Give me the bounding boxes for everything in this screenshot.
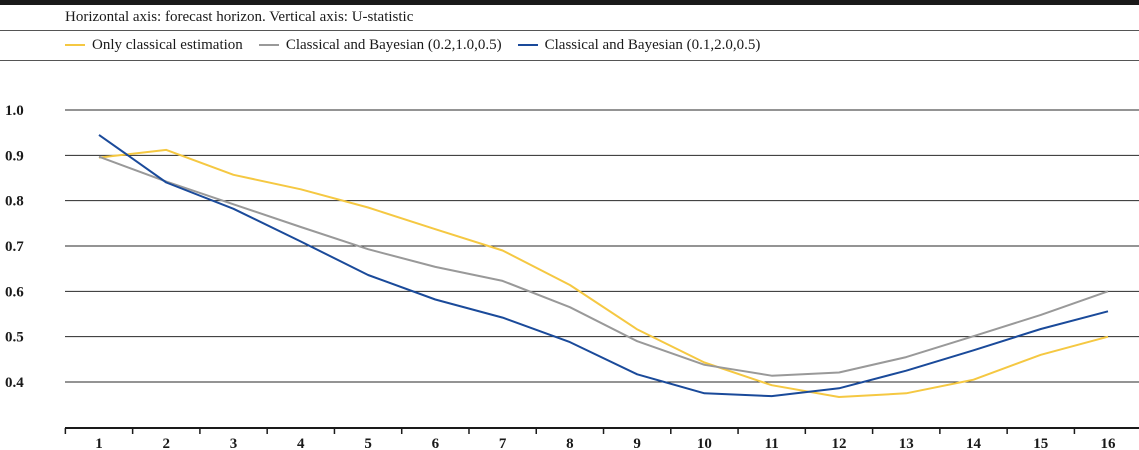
top-rule xyxy=(0,0,1139,5)
legend-label-bayesian-a: Classical and Bayesian (0.2,1.0,0.5) xyxy=(285,36,502,53)
legend-item-bayesian-a: Classical and Bayesian (0.2,1.0,0.5) xyxy=(258,36,502,54)
x-tick-label: 11 xyxy=(765,436,779,450)
caption-divider xyxy=(0,30,1139,31)
x-tick-label: 4 xyxy=(297,436,305,450)
y-tick-label: 0.6 xyxy=(5,284,24,300)
legend-item-classical: Only classical estimation xyxy=(65,37,243,54)
x-tick-label: 1 xyxy=(95,436,103,450)
x-tick-label: 13 xyxy=(899,436,914,450)
legend-swatch-bayesian-b xyxy=(517,44,538,46)
legend-label-bayesian-b: Classical and Bayesian (0.1,2.0,0.5) xyxy=(544,36,761,53)
y-tick-label: 1.0 xyxy=(5,103,24,119)
y-tick-label: 0.9 xyxy=(5,148,24,164)
legend-item-bayesian-b: Classical and Bayesian (0.1,2.0,0.5) xyxy=(517,36,761,54)
y-tick-label: 0.7 xyxy=(5,239,24,255)
x-tick-label: 2 xyxy=(163,436,171,450)
x-tick-label: 6 xyxy=(432,436,440,450)
series-line-classical xyxy=(98,148,1109,398)
series-line-bayesian-b xyxy=(98,134,1109,398)
y-tick-label: 0.4 xyxy=(5,375,24,391)
legend: Only classical estimation Classical and … xyxy=(65,34,776,56)
x-tick-label: 10 xyxy=(697,436,712,450)
x-tick-label: 16 xyxy=(1101,436,1117,450)
x-tick-label: 14 xyxy=(966,436,982,450)
legend-swatch-classical xyxy=(65,44,85,46)
legend-divider xyxy=(0,60,1139,61)
series-line-bayesian-a xyxy=(98,155,1109,377)
y-tick-label: 0.8 xyxy=(5,194,24,210)
x-tick-label: 9 xyxy=(633,436,641,450)
x-tick-label: 8 xyxy=(566,436,574,450)
x-tick-label: 5 xyxy=(364,436,372,450)
x-tick-label: 7 xyxy=(499,436,507,450)
legend-label-classical: Only classical estimation xyxy=(92,36,243,53)
chart-caption: Horizontal axis: forecast horizon. Verti… xyxy=(65,9,414,25)
x-tick-label: 12 xyxy=(831,436,846,450)
x-tick-label: 3 xyxy=(230,436,238,450)
x-tick-label: 15 xyxy=(1033,436,1048,450)
y-tick-label: 0.5 xyxy=(5,330,24,346)
legend-swatch-bayesian-a xyxy=(258,44,279,46)
